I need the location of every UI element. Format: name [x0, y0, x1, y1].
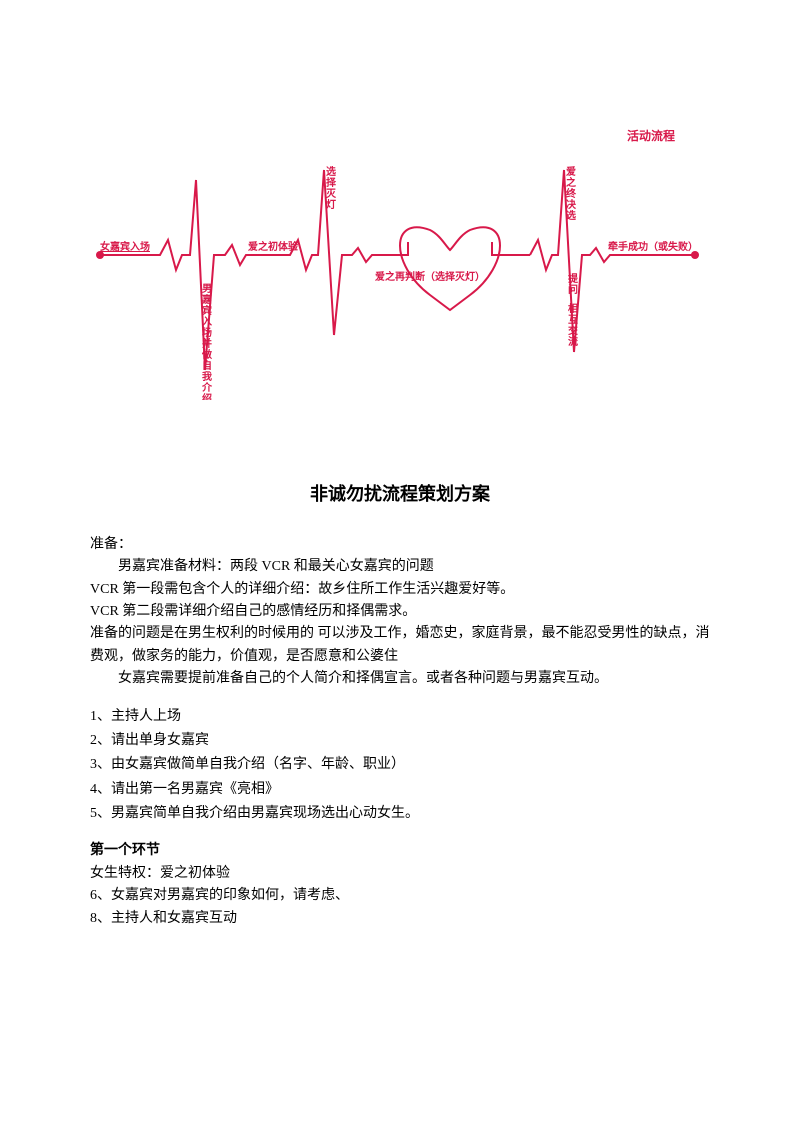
label-choose-off: 选 择 灭 灯 — [325, 165, 339, 211]
ecg-to-heart — [390, 242, 408, 255]
prep-male: 男嘉宾准备材料：两段 VCR 和最关心女嘉宾的问题 — [90, 556, 710, 578]
preparation-section: 准备： 男嘉宾准备材料：两段 VCR 和最关心女嘉宾的问题 VCR 第一段需包含… — [90, 534, 710, 691]
intro-steps: 1、主持人上场 2、请出单身女嘉宾 3、由女嘉宾做简单自我介绍（名字、年龄、职业… — [90, 706, 710, 826]
prep-female: 女嘉宾需要提前准备自己的个人简介和择偶宣言。或者各种问题与男嘉宾互动。 — [90, 668, 710, 690]
label-final-choice: 爱 之 终 决 选 — [566, 165, 579, 222]
step-3: 3、由女嘉宾做简单自我介绍（名字、年龄、职业） — [90, 754, 710, 776]
ecg-path — [100, 170, 390, 370]
phase1-step8: 8、主持人和女嘉宾互动 — [90, 908, 710, 930]
label-success: 牵手成功（或失败） — [608, 240, 698, 253]
heart-to-ecg — [492, 242, 530, 255]
prep-vcr1: VCR 第一段需包含个人的详细介绍：故乡住所工作生活兴趣爱好等。 — [90, 579, 710, 601]
prep-label: 准备： — [90, 534, 710, 556]
step-5: 5、男嘉宾简单自我介绍由男嘉宾现场选出心动女生。 — [90, 803, 710, 825]
prep-vcr2: VCR 第二段需详细介绍自己的感情经历和择偶需求。 — [90, 601, 710, 623]
phase1-subtitle: 女生特权：爱之初体验 — [90, 863, 710, 885]
diagram-header: 活动流程 — [627, 128, 675, 143]
heart-shape — [400, 227, 500, 310]
label-first-exp: 爱之初体验 — [248, 240, 299, 253]
step-2: 2、请出单身女嘉宾 — [90, 730, 710, 752]
phase1-heading: 第一个环节 — [90, 840, 710, 862]
ecg-flowchart-diagram: 活动流程 女嘉宾入场 男 嘉 宾 入 场 并 做 自 我 介 绍 — [90, 100, 710, 400]
ecg-svg: 活动流程 女嘉宾入场 男 嘉 宾 入 场 并 做 自 我 介 绍 — [90, 100, 710, 400]
prep-questions: 准备的问题是在男生权利的时候用的 可以涉及工作，婚恋史，家庭背景，最不能忍受男性… — [90, 623, 710, 668]
document-title: 非诚勿扰流程策划方案 — [90, 480, 710, 509]
ecg-path-2 — [530, 170, 695, 352]
step-4: 4、请出第一名男嘉宾《亮相》 — [90, 779, 710, 801]
phase1-step6: 6、女嘉宾对男嘉宾的印象如何，请考虑、 — [90, 885, 710, 907]
label-entry: 女嘉宾入场 — [100, 240, 150, 253]
label-exchange: 相 互 交 流 — [568, 302, 581, 348]
step-1: 1、主持人上场 — [90, 706, 710, 728]
phase-1-section: 第一个环节 女生特权：爱之初体验 6、女嘉宾对男嘉宾的印象如何，请考虑、 8、主… — [90, 840, 710, 930]
label-rejudge: 爱之再判断（选择灭灯） — [375, 270, 485, 283]
label-male-intro: 男 嘉 宾 入 场 并 做 自 我 介 绍 — [201, 283, 215, 400]
